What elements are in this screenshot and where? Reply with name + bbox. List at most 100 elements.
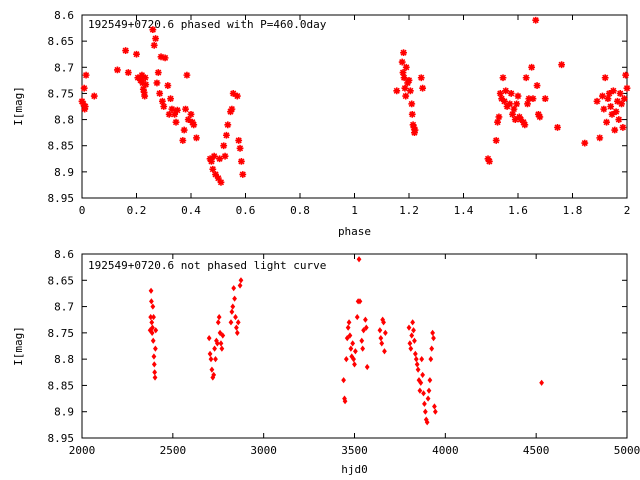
phased-data-point	[212, 171, 219, 178]
unphased-data-point	[230, 303, 236, 310]
unphased-data-point	[238, 277, 244, 284]
phased-data-point	[141, 74, 149, 82]
unphased-data-point	[235, 319, 241, 326]
phased-data-point	[165, 110, 173, 118]
unphased-data-point	[215, 319, 221, 326]
phased-data-point	[409, 121, 417, 129]
phased-data-point	[408, 100, 416, 108]
phased-data-point	[619, 124, 627, 131]
phased-data-point	[152, 35, 159, 42]
phased-data-point	[171, 110, 179, 118]
unphased-y-tick-label: 8.7	[54, 301, 74, 314]
phased-y-tick-label: 8.65	[48, 35, 75, 48]
phased-y-tick-label: 8.7	[54, 61, 74, 74]
unphased-data-point	[422, 408, 428, 415]
phased-data-point	[183, 71, 191, 79]
phased-data-point	[507, 90, 515, 97]
unphased-data-point	[421, 390, 426, 397]
phased-data-point	[156, 90, 164, 97]
phased-data-point	[514, 92, 522, 100]
phased-data-point	[541, 95, 549, 103]
phased-data-point	[227, 108, 234, 116]
phased-data-point	[520, 118, 527, 126]
unphased-data-point	[218, 340, 224, 347]
unphased-data-point	[359, 337, 365, 344]
unphased-data-point	[408, 345, 414, 352]
phased-data-point	[532, 16, 540, 24]
phased-data-point	[601, 74, 609, 82]
phased-data-point	[593, 97, 601, 105]
phased-data-point	[419, 84, 427, 92]
phased-x-tick-label: 1.6	[508, 204, 528, 217]
unphased-plot-frame	[81, 253, 628, 439]
phased-data-point	[498, 95, 506, 103]
unphased-data-point	[348, 345, 354, 352]
phased-x-tick-label: 0.6	[236, 204, 256, 217]
unphased-x-tick-label: 4000	[432, 444, 459, 457]
unphased-x-tick-label: 3500	[341, 444, 368, 457]
phased-data-point	[616, 90, 624, 97]
phased-y-tick-label: 8.6	[54, 9, 74, 22]
unphased-x-tick-label: 2500	[160, 444, 187, 457]
unphased-data-point	[151, 313, 156, 321]
phased-data-point	[509, 110, 516, 118]
unphased-data-point	[412, 337, 417, 344]
phased-data-point	[229, 90, 237, 97]
unphased-data-point	[381, 319, 386, 326]
phased-data-point	[398, 58, 406, 66]
unphased-data-point	[208, 356, 214, 363]
unphased-data-point	[153, 345, 158, 352]
phased-data-point	[182, 105, 189, 113]
unphased-data-point	[363, 324, 369, 331]
phased-data-point	[620, 95, 628, 103]
phased-data-point	[484, 155, 492, 163]
phased-data-point	[187, 110, 195, 118]
phased-data-point	[161, 54, 169, 62]
phased-data-point	[220, 142, 228, 150]
phased-data-point	[208, 158, 215, 165]
phased-x-tick-label: 0.4	[181, 204, 201, 217]
phased-data-point	[600, 105, 608, 113]
phased-data-point	[417, 74, 425, 82]
phased-data-point	[605, 90, 613, 97]
unphased-data-point	[422, 400, 427, 407]
phased-x-tick-label: 0	[79, 204, 86, 217]
phased-data-point	[238, 158, 245, 165]
phased-data-point	[399, 69, 407, 76]
phased-data-point	[411, 126, 419, 134]
unphased-data-point	[356, 256, 362, 263]
phased-data-point	[502, 87, 510, 95]
unphased-data-point	[211, 371, 217, 379]
phased-data-point	[173, 106, 181, 114]
phased-data-point	[167, 95, 174, 103]
phased-data-point	[81, 103, 89, 110]
unphased-data-point	[217, 329, 223, 336]
unphased-light-curve-panel: 2000 2500 3000 3500 4000 4500 5000 8.6 8.65 8.7 8.…	[12, 248, 640, 476]
phased-data-point	[506, 100, 514, 108]
unphased-data-point	[406, 324, 412, 331]
unphased-data-point	[343, 356, 349, 363]
phased-x-tick-label: 1	[351, 204, 358, 217]
phased-data-point	[612, 108, 620, 116]
unphased-data-point	[152, 374, 158, 381]
phased-data-point	[496, 90, 504, 97]
phased-data-point	[400, 49, 407, 57]
unphased-data-point	[152, 369, 158, 376]
phased-data-point	[90, 92, 98, 100]
unphased-data-point	[150, 337, 156, 344]
unphased-data-point	[426, 387, 432, 394]
phased-data-point	[522, 74, 530, 82]
phased-data-point	[533, 82, 541, 89]
unphased-data-point	[347, 332, 353, 339]
phased-x-tick-label: 1.4	[454, 204, 474, 217]
phased-data-point	[495, 113, 503, 121]
phased-data-point	[614, 97, 621, 105]
phased-data-point	[221, 152, 229, 160]
phased-chart-title: 192549+0720.6 phased with P=460.0day	[88, 18, 327, 31]
phased-data-point	[214, 174, 222, 182]
unphased-data-point	[414, 361, 420, 368]
unphased-data-point	[364, 363, 370, 371]
phased-data-point	[558, 61, 565, 69]
unphased-data-point	[342, 398, 348, 405]
